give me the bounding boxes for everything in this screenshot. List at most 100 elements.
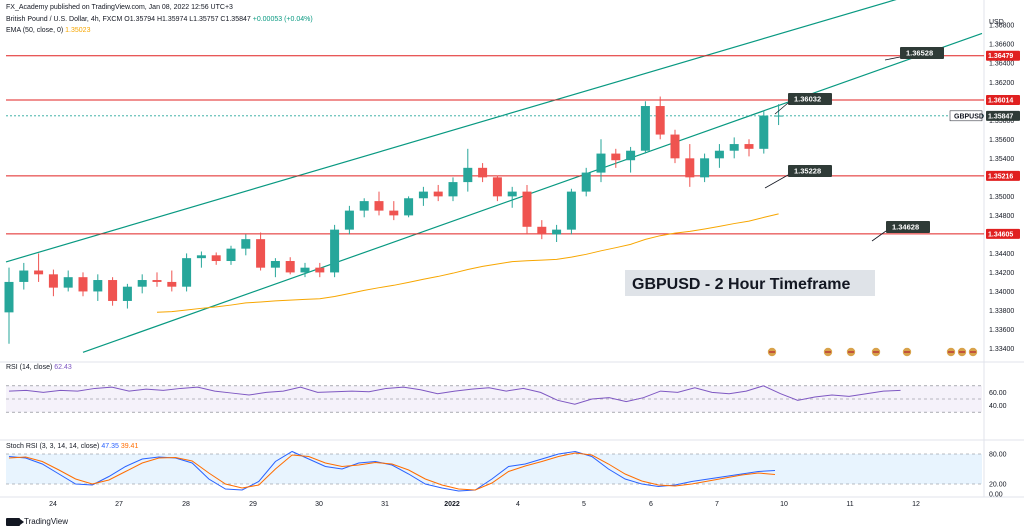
level-price-tag-text: 1.35216 xyxy=(988,173,1013,180)
candle-down xyxy=(34,270,44,275)
time-tick-label: 30 xyxy=(315,501,323,508)
price-tick-label: 1.35800 xyxy=(989,118,1014,125)
level-price-tag xyxy=(986,50,1020,61)
time-tick-label: 10 xyxy=(780,501,788,508)
candle-down xyxy=(108,280,118,301)
candle-up xyxy=(404,198,414,216)
time-tick-label: 24 xyxy=(49,501,57,508)
candle-down xyxy=(433,191,443,197)
candle-up xyxy=(640,106,650,151)
candle-up xyxy=(330,229,340,273)
ema-label: EMA (50, close, 0) xyxy=(6,27,64,34)
price-callout-text: 1.36528 xyxy=(906,49,933,58)
price-tick-label: 1.34800 xyxy=(989,213,1014,220)
time-tick-label: 6 xyxy=(649,501,653,508)
candle-up xyxy=(4,281,14,313)
time-tick-label: 28 xyxy=(182,501,190,508)
candle-up xyxy=(344,210,354,230)
candle-down xyxy=(256,239,266,268)
candle-up xyxy=(507,191,517,197)
overlay-title-box xyxy=(625,270,875,296)
candle-up xyxy=(774,115,784,117)
price-tick-label: 1.35600 xyxy=(989,137,1014,144)
stoch-header[interactable]: Stoch RSI (3, 3, 14, 14, close) 47.35 39… xyxy=(6,443,138,450)
price-callout xyxy=(788,165,832,177)
candle-down xyxy=(655,106,665,135)
ema-header[interactable]: EMA (50, close, 0) 1.35023 xyxy=(6,27,90,34)
level-price-tag-text: 1.36014 xyxy=(988,97,1013,104)
price-callout-text: 1.35228 xyxy=(794,167,821,176)
level-price-tag xyxy=(986,94,1020,105)
level-price-tag-text: 1.36479 xyxy=(988,53,1013,60)
price-callout xyxy=(900,47,944,59)
candle-up xyxy=(626,150,636,161)
time-tick-label: 5 xyxy=(582,501,586,508)
price-callout-text: 1.34628 xyxy=(892,223,919,232)
price-callout xyxy=(886,221,930,233)
last-price-tag-text: 1.35847 xyxy=(988,113,1013,120)
symbol-tag-text: GBPUSD xyxy=(954,113,984,120)
time-tick-label: 2022 xyxy=(444,501,460,508)
callout-leader xyxy=(764,174,789,189)
time-tick-label: 11 xyxy=(846,501,853,508)
candle-up xyxy=(759,115,769,149)
stoch-k-line xyxy=(8,450,776,492)
callout-leader xyxy=(774,102,789,115)
rsi-line xyxy=(8,385,901,405)
candle-up xyxy=(566,191,576,230)
candle-up xyxy=(122,286,132,301)
channel-upper-line xyxy=(5,0,897,263)
symbol-tag-box xyxy=(949,110,983,122)
candle-down xyxy=(744,144,754,149)
candle-up xyxy=(359,201,369,211)
time-tick-label: 12 xyxy=(912,501,920,508)
price-tick-label: 1.36200 xyxy=(989,80,1014,87)
candle-up xyxy=(552,229,562,235)
stoch-d-value: 39.41 xyxy=(120,443,139,450)
candle-down xyxy=(211,255,221,262)
ohlc-values: O1.35794 H1.35974 L1.35757 C1.35847 xyxy=(124,16,251,23)
candle-up xyxy=(63,277,73,288)
price-tick-label: 1.34400 xyxy=(989,251,1014,258)
candle-down xyxy=(152,280,162,282)
price-tick-label: 1.34200 xyxy=(989,270,1014,277)
candle-down xyxy=(374,201,384,211)
channel-lower-line xyxy=(82,32,983,353)
price-tick-label: 1.35400 xyxy=(989,156,1014,163)
candle-up xyxy=(19,270,29,282)
time-tick-label: 7 xyxy=(715,501,719,508)
stoch-label: Stoch RSI (3, 3, 14, 14, close) xyxy=(6,443,100,450)
price-tick-label: 1.33800 xyxy=(989,308,1014,315)
callout-leader xyxy=(884,56,901,61)
candle-down xyxy=(670,134,680,159)
candle-down xyxy=(537,226,547,235)
time-tick-label: 27 xyxy=(115,501,123,508)
candle-up xyxy=(196,255,206,259)
price-tick-label: 1.33400 xyxy=(989,346,1014,353)
candle-down xyxy=(48,274,58,288)
ema-line xyxy=(156,213,779,313)
candle-up xyxy=(729,144,739,151)
candle-up xyxy=(596,153,606,173)
rsi-label: RSI (14, close) xyxy=(6,364,53,371)
price-callout-text: 1.36032 xyxy=(794,95,821,104)
currency-label: USD xyxy=(989,19,1004,26)
symbol-header: British Pound / U.S. Dollar, 4h, FXCM O1… xyxy=(6,16,313,23)
price-tick-label: 1.36600 xyxy=(989,42,1014,49)
candle-down xyxy=(611,153,621,161)
rsi-header[interactable]: RSI (14, close) 62.43 xyxy=(6,364,72,371)
symbol-title: British Pound / U.S. Dollar, 4h, FXCM xyxy=(6,16,123,23)
rsi-value: 62.43 xyxy=(54,364,72,371)
candle-down xyxy=(285,261,295,273)
rsi-tick-label: 60.00 xyxy=(989,390,1007,397)
level-price-tag xyxy=(986,170,1020,181)
footer-brand[interactable]: TradingView xyxy=(6,517,68,526)
price-tick-label: 1.34000 xyxy=(989,289,1014,296)
candle-down xyxy=(315,267,325,273)
footer-brand-text: TradingView xyxy=(24,517,69,526)
candle-down xyxy=(478,167,488,178)
price-tick-label: 1.36800 xyxy=(989,23,1014,30)
time-tick-label: 29 xyxy=(249,501,257,508)
candle-up xyxy=(581,172,591,192)
